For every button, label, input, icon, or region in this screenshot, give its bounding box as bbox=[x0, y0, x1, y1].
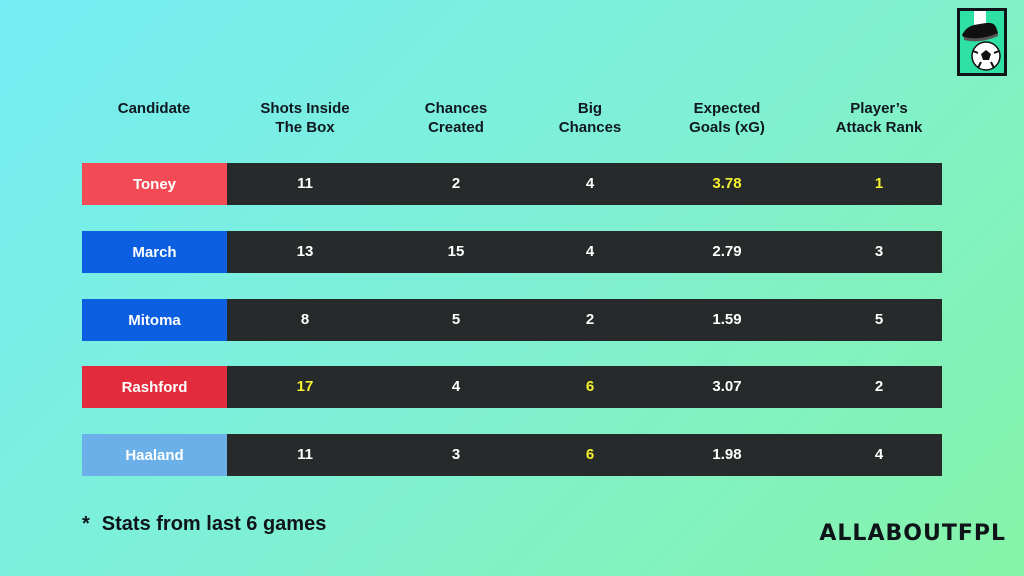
table-header: Candidate Shots Inside The Box Chances Cre… bbox=[82, 99, 942, 143]
cell-chances-created: 5 bbox=[451, 311, 461, 328]
header-chances-created: Chances Created bbox=[424, 100, 488, 136]
cell-attack-rank: 4 bbox=[874, 446, 884, 463]
header-xg: Expected Goals (xG) bbox=[689, 100, 765, 136]
table-row: Rashford 17 4 6 3.07 2 bbox=[82, 366, 942, 408]
candidate-name: Rashford bbox=[82, 366, 227, 408]
cell-shots-inside-box: 17 bbox=[296, 378, 314, 395]
header-shots-inside-box: Shots Inside The Box bbox=[260, 100, 350, 136]
cell-big-chances: 2 bbox=[585, 311, 595, 328]
header-attack-rank: Player’s Attack Rank bbox=[835, 100, 923, 136]
cell-xg: 1.59 bbox=[712, 311, 742, 328]
cell-chances-created: 2 bbox=[451, 175, 461, 192]
cell-attack-rank: 5 bbox=[874, 311, 884, 328]
table-row: Mitoma 8 5 2 1.59 5 bbox=[82, 299, 942, 341]
row-data-background bbox=[227, 231, 942, 273]
cell-xg: 1.98 bbox=[712, 446, 742, 463]
cell-big-chances: 6 bbox=[585, 378, 595, 395]
candidate-name: Haaland bbox=[82, 434, 227, 476]
candidate-name: Mitoma bbox=[82, 299, 227, 341]
cell-xg: 3.78 bbox=[712, 175, 742, 192]
cell-chances-created: 15 bbox=[447, 243, 465, 260]
cell-xg: 3.07 bbox=[712, 378, 742, 395]
cell-shots-inside-box: 11 bbox=[297, 175, 313, 192]
footnote: * Stats from last 6 games bbox=[82, 513, 326, 536]
row-data-background bbox=[227, 366, 942, 408]
row-data-background bbox=[227, 163, 942, 205]
cell-big-chances: 6 bbox=[585, 446, 595, 463]
table-row: Haaland 11 3 6 1.98 4 bbox=[82, 434, 942, 476]
candidate-name: Toney bbox=[82, 163, 227, 205]
cell-attack-rank: 1 bbox=[874, 175, 884, 192]
header-candidate: Candidate bbox=[117, 100, 191, 117]
cell-chances-created: 3 bbox=[451, 446, 461, 463]
header-big-chances: Big Chances bbox=[558, 100, 622, 136]
table-row: Toney 11 2 4 3.78 1 bbox=[82, 163, 942, 205]
table-row: March 13 15 4 2.79 3 bbox=[82, 231, 942, 273]
cell-shots-inside-box: 13 bbox=[296, 243, 314, 260]
cell-chances-created: 4 bbox=[451, 378, 461, 395]
cell-attack-rank: 3 bbox=[874, 243, 884, 260]
row-data-background bbox=[227, 299, 942, 341]
cell-big-chances: 4 bbox=[585, 175, 595, 192]
cell-xg: 2.79 bbox=[712, 243, 742, 260]
row-data-background bbox=[227, 434, 942, 476]
cell-attack-rank: 2 bbox=[874, 378, 884, 395]
cell-shots-inside-box: 11 bbox=[297, 446, 313, 463]
brand-wordmark: ALLABOUTFPL bbox=[819, 521, 1006, 546]
candidate-name: March bbox=[82, 231, 227, 273]
cell-big-chances: 4 bbox=[585, 243, 595, 260]
cell-shots-inside-box: 8 bbox=[300, 311, 310, 328]
footnote-text: Stats from last 6 games bbox=[101, 513, 327, 535]
footnote-star: * bbox=[82, 513, 90, 535]
football-boot-ball-icon bbox=[957, 8, 1007, 76]
